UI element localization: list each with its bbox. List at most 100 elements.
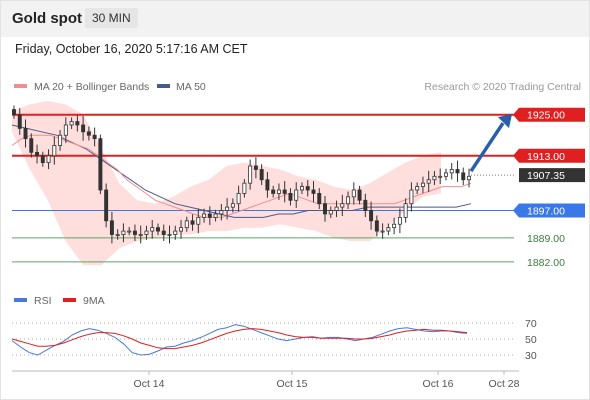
rsi-tick-30: 30 [525,350,537,362]
instrument-title: Gold spot [12,10,82,27]
candle-body [357,189,362,201]
candle-body [351,189,356,198]
candle-body [438,175,443,178]
candle-body [184,220,189,229]
ma50-line [11,124,472,218]
candle-body [415,186,420,191]
candle-body [12,109,16,116]
candle-body [58,134,63,146]
candle-body [426,179,431,184]
candle-body [386,227,391,232]
candle-body [207,213,212,218]
candle-body [311,189,316,194]
candle-body [156,227,160,232]
candle-body [144,230,149,235]
current-price-tag [519,168,585,183]
candle-body [236,193,241,205]
candle-body [69,121,74,126]
candle-body [461,172,466,181]
candle-body [420,182,425,187]
candle-body [242,182,247,194]
candle-body [369,210,374,222]
level-tag-1897.00 [513,203,585,218]
candle-body [294,189,299,201]
candle-body [323,203,327,215]
candle-body [179,227,184,232]
rsi-ma9-line [11,328,468,350]
level-label-1882.00: 1882.00 [527,257,565,269]
candle-body [282,189,287,194]
candle-body [346,196,351,205]
level-label-1889.00: 1889.00 [527,233,565,245]
forecast-arrow-head [498,114,512,129]
candle-body [104,189,109,222]
level-tag-1925.00 [513,107,585,122]
candle-body [173,230,178,235]
current-price-label: 1907.35 [527,170,565,182]
candle-body [29,138,34,153]
candle-body [115,234,120,236]
candle-body [190,220,195,225]
ma20-legend-label: MA 20 + Bollinger Bands [34,81,149,93]
candle-body [46,155,51,164]
timestamp: Friday, October 16, 2020 5:17:16 AM CET [15,42,248,56]
ma20-line [11,134,472,218]
candle-body [219,210,224,215]
level-label-1897.00: 1897.00 [527,206,565,218]
interval-badge[interactable]: 30 MIN [85,8,138,28]
bollinger-bands-area [12,101,441,266]
candle-body [259,169,264,181]
candle-body [276,189,281,194]
level-label-1913.00: 1913.00 [527,151,565,163]
candle-body [374,220,379,232]
ma50-legend-label: MA 50 [176,81,206,93]
ma50-legend-swatch [157,84,170,88]
ma9-legend-swatch [63,298,76,302]
candle-body [299,186,304,191]
candle-body [253,165,258,170]
ma9-legend-label: 9MA [83,295,105,307]
candle-body [52,145,57,157]
candle-body [392,223,397,229]
candle-body [328,210,333,215]
candle-body [443,172,448,177]
credit-label: Research © 2020 Trading Central [424,81,581,93]
candle-body [265,179,270,191]
candle-body [138,234,143,236]
candle-body [63,124,68,136]
candle-body [132,230,137,235]
candle-body [305,186,310,191]
candle-body [334,206,339,211]
candle-body [202,213,207,218]
candle-body [92,134,97,140]
candle-body [432,175,437,181]
rsi-legend-swatch [14,298,27,302]
candle-body [213,213,218,218]
chart-canvas: MA 20 + Bollinger Bands MA 50 Research ©… [11,81,585,390]
forecast-arrow-shaft [469,122,505,173]
x-tick-label-Oct 28: Oct 28 [489,378,520,390]
x-axis: Oct 14 Oct 15 Oct 16 Oct 28 [134,371,520,390]
candle-body [403,203,408,218]
candle-body [225,206,230,211]
candle-body [40,155,45,164]
level-label-1925.00: 1925.00 [527,110,565,122]
candle-body [98,138,103,191]
candle-body [167,234,172,236]
candle-body [121,230,126,235]
x-tick-label-Oct 14: Oct 14 [134,378,165,390]
candle-body [230,203,235,208]
x-tick-label-Oct 16: Oct 16 [423,378,454,390]
candle-body [161,230,166,235]
x-tick-label-Oct 15: Oct 15 [277,378,308,390]
candle-body [75,121,80,126]
chart-header: Gold spot 30 MIN [1,1,589,37]
rsi-legend-label: RSI [34,295,52,307]
candle-body [467,175,471,181]
candle-body [340,203,345,208]
candle-body [35,151,40,157]
price-panel: 1925.00 1913.00 1897.00 1889.00 1882.00 1907.… [11,101,585,269]
candle-body [81,124,86,133]
candle-body [196,216,201,225]
